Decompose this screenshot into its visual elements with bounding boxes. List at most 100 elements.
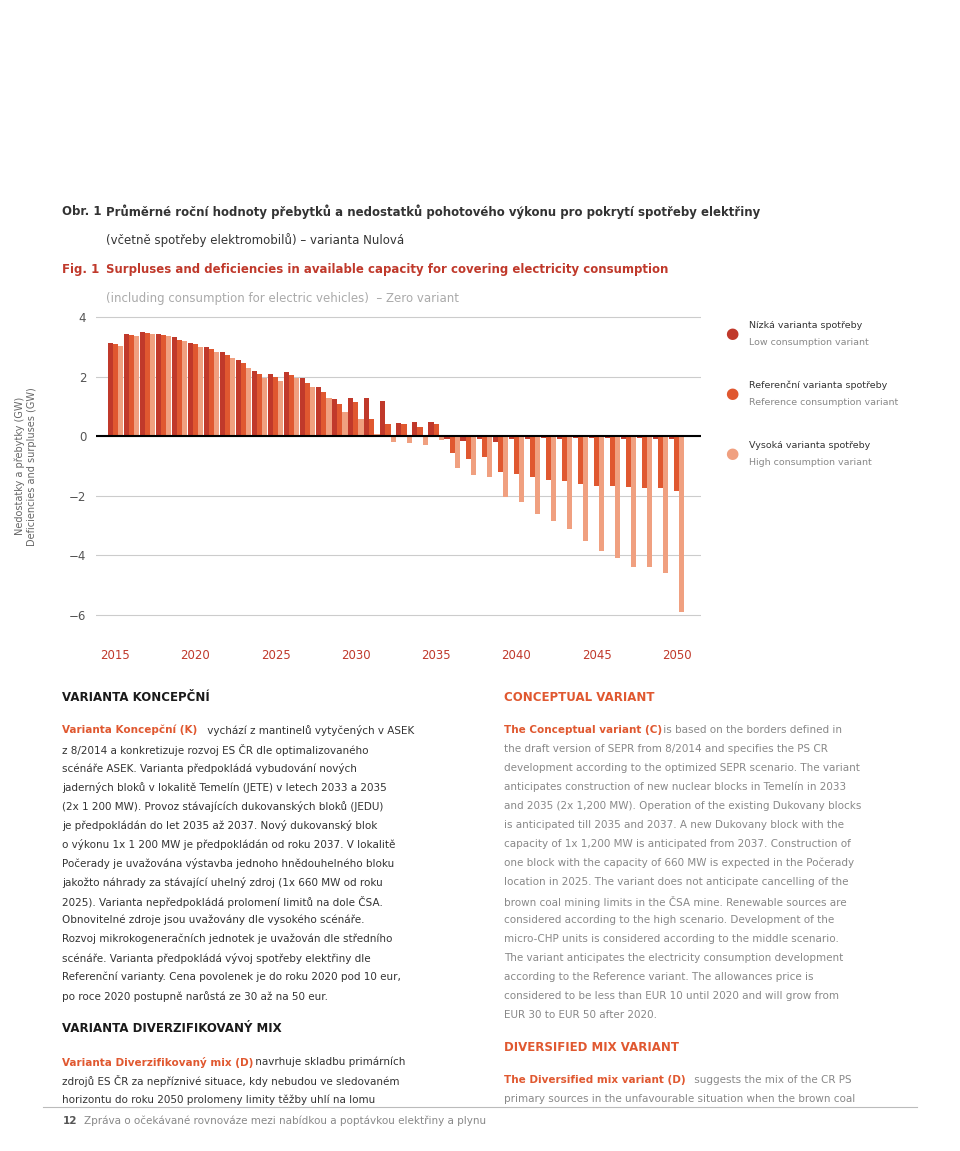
Text: is based on the borders defined in: is based on the borders defined in (660, 725, 843, 734)
Text: zdrojů ES ČR za nepříznivé situace, kdy nebudou ve sledovaném: zdrojů ES ČR za nepříznivé situace, kdy … (62, 1075, 400, 1088)
Text: Rozvoj mikrokogeneračních jednotek je uvažován dle středního: Rozvoj mikrokogeneračních jednotek je uv… (62, 933, 393, 944)
Bar (509, 436, 514, 439)
Bar (193, 344, 198, 436)
Text: location in 2025. The variant does not anticipate cancelling of the: location in 2025. The variant does not a… (504, 877, 849, 886)
Text: scénáře ASEK. Varianta předpokládá vybudování nových: scénáře ASEK. Varianta předpokládá vybud… (62, 763, 357, 773)
Text: 12: 12 (62, 1116, 77, 1126)
Text: Fig. 1: Fig. 1 (62, 262, 100, 276)
Bar (241, 364, 246, 436)
Text: considered to be less than EUR 10 until 2020 and will grow from: considered to be less than EUR 10 until … (504, 991, 839, 1000)
Bar (503, 436, 508, 497)
Bar (353, 402, 358, 436)
Bar (535, 436, 540, 513)
Bar (434, 425, 439, 436)
Bar (476, 436, 482, 439)
Bar (257, 374, 262, 436)
Bar (610, 436, 615, 486)
Bar (636, 436, 642, 437)
Bar (497, 436, 503, 472)
Text: o výkonu 1x 1 200 MW je předpokládán od roku 2037. V lokalitě: o výkonu 1x 1 200 MW je předpokládán od … (62, 839, 396, 849)
Bar (230, 358, 235, 436)
Bar (518, 436, 524, 502)
Text: jakožto náhrady za stávající uhelný zdroj (1x 660 MW od roku: jakožto náhrady za stávající uhelný zdro… (62, 877, 383, 887)
Bar (487, 436, 492, 477)
Bar (380, 401, 385, 436)
Bar (278, 381, 283, 436)
Bar (161, 335, 166, 436)
Bar (588, 436, 594, 437)
Bar (653, 436, 659, 439)
Bar (530, 436, 535, 477)
Bar (439, 436, 444, 440)
Bar (621, 436, 626, 439)
Bar (626, 436, 631, 487)
Bar (674, 436, 680, 491)
Bar (112, 344, 118, 436)
Bar (455, 436, 460, 467)
Bar (316, 387, 322, 436)
Bar (172, 337, 177, 436)
Text: Obr. 1: Obr. 1 (62, 205, 102, 218)
Text: Vysoká varianta spotřeby: Vysoká varianta spotřeby (749, 441, 870, 450)
Bar (525, 436, 530, 440)
Bar (214, 351, 219, 436)
Bar (418, 427, 422, 436)
Text: z 8/2014 a konkretizuje rozvoj ES ČR dle optimalizovaného: z 8/2014 a konkretizuje rozvoj ES ČR dle… (62, 744, 369, 756)
Bar (422, 436, 428, 444)
Bar (252, 371, 257, 436)
Bar (204, 348, 209, 436)
Text: ●: ● (725, 445, 738, 462)
Text: one block with the capacity of 660 MW is expected in the Počerady: one block with the capacity of 660 MW is… (504, 857, 854, 868)
Text: DIVERSIFIED MIX VARIANT: DIVERSIFIED MIX VARIANT (504, 1042, 679, 1054)
Text: scénáře. Varianta předpokládá vývoj spotřeby elektřiny dle: scénáře. Varianta předpokládá vývoj spot… (62, 953, 371, 963)
Bar (514, 436, 518, 473)
Text: (2x 1 200 MW). Provoz stávajících dukovanských bloků (JEDU): (2x 1 200 MW). Provoz stávajících dukova… (62, 801, 384, 811)
Text: EUR 30 to EUR 50 after 2020.: EUR 30 to EUR 50 after 2020. (504, 1009, 657, 1020)
Bar (225, 355, 230, 436)
Bar (129, 335, 133, 436)
Text: CONCEPTUAL VARIANT: CONCEPTUAL VARIANT (504, 691, 655, 703)
Bar (492, 436, 497, 442)
Bar (370, 419, 374, 436)
Text: Reference consumption variant: Reference consumption variant (749, 398, 898, 407)
Text: development according to the optimized SEPR scenario. The variant: development according to the optimized S… (504, 763, 860, 772)
Text: Varianta Koncepční (K): Varianta Koncepční (K) (62, 725, 198, 735)
Bar (631, 436, 636, 567)
Text: according to the Reference variant. The allowances price is: according to the Reference variant. The … (504, 971, 813, 982)
Text: navrhuje skladbu primárních: navrhuje skladbu primárních (252, 1057, 406, 1067)
Bar (444, 436, 449, 439)
Bar (680, 436, 684, 612)
Text: brown coal mining limits in the ČSA mine. Renewable sources are: brown coal mining limits in the ČSA mine… (504, 895, 847, 908)
Text: Low consumption variant: Low consumption variant (749, 338, 869, 348)
Bar (322, 391, 326, 436)
Bar (139, 333, 145, 436)
Bar (407, 436, 412, 443)
Bar (647, 436, 653, 567)
Bar (659, 436, 663, 488)
Text: (včetně spotřeby elektromobilů) – varianta Nulová: (včetně spotřeby elektromobilů) – varian… (106, 233, 404, 246)
Text: Referenční varianty. Cena povolenek je do roku 2020 pod 10 eur,: Referenční varianty. Cena povolenek je d… (62, 971, 401, 982)
Bar (663, 436, 668, 573)
Bar (133, 336, 139, 436)
Bar (615, 436, 620, 558)
Bar (557, 436, 562, 439)
Text: The Conceptual variant (C): The Conceptual variant (C) (504, 725, 662, 734)
Text: primary sources in the unfavourable situation when the brown coal: primary sources in the unfavourable situ… (504, 1095, 855, 1105)
Bar (546, 436, 551, 480)
Bar (578, 436, 583, 485)
Text: 2025). Varianta nepředpokládá prolomení limitů na dole ČSA.: 2025). Varianta nepředpokládá prolomení … (62, 895, 383, 908)
Text: Nedostatky a přebytky (GW)
Deficiencies and surpluses (GW): Nedostatky a přebytky (GW) Deficiencies … (14, 387, 37, 546)
Bar (562, 436, 567, 481)
Bar (166, 336, 171, 436)
Bar (182, 341, 187, 436)
Text: suggests the mix of the CR PS: suggests the mix of the CR PS (691, 1075, 852, 1085)
Bar (594, 436, 599, 486)
Text: considered according to the high scenario. Development of the: considered according to the high scenari… (504, 915, 834, 924)
Bar (605, 436, 610, 437)
Bar (236, 360, 241, 436)
Bar (156, 334, 161, 436)
Bar (599, 436, 604, 551)
Bar (364, 398, 370, 436)
Bar (573, 436, 578, 437)
Text: po roce 2020 postupně narůstá ze 30 až na 50 eur.: po roce 2020 postupně narůstá ze 30 až n… (62, 991, 328, 1001)
